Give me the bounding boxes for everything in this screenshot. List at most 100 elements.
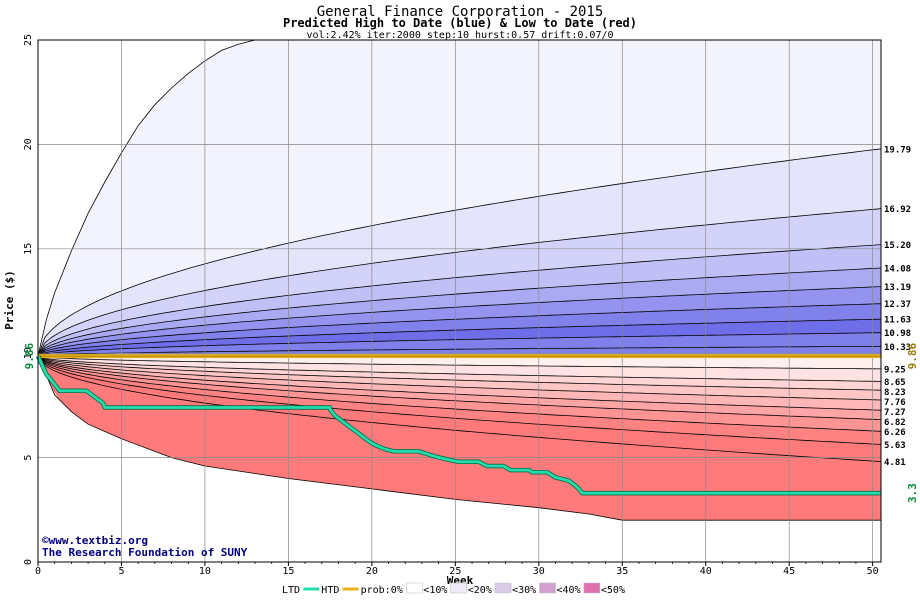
high-percentile-line-2 [37, 244, 882, 357]
ltd-line [36, 355, 881, 495]
x-tick-label-0: 0 [35, 566, 41, 577]
low-percentile-line-2 [37, 355, 882, 391]
low-band-3 [38, 356, 881, 400]
watermark-org: The Research Foundation of SUNY [42, 546, 248, 559]
legend-swatch-3 [406, 582, 423, 594]
legend: LTD HTD prob:0% <10% <20% <30% <40% <50% [282, 582, 625, 596]
outer-low-envelope [37, 355, 881, 521]
high-percentile-line-0 [37, 148, 882, 357]
legend-label-6: <40% [557, 585, 581, 596]
plot-frame [37, 39, 882, 563]
low-end-label-0: 9.25 [884, 365, 906, 375]
legend-label-7: <50% [601, 585, 625, 596]
x-tick-label-50: 50 [867, 566, 879, 577]
x-tick-label-45: 45 [783, 566, 795, 577]
high-percentile-line-3 [37, 267, 882, 357]
high-percentile-line-4 [37, 286, 882, 357]
chart-title: General Finance Corporation - 2015 [317, 4, 604, 20]
low-band-2 [38, 356, 881, 391]
legend-label-0: LTD [282, 585, 300, 596]
y-tick-label-15: 15 [23, 243, 34, 255]
legend-label-3: <10% [423, 585, 447, 596]
chart-subtitle: Predicted High to Date (blue) & Low to D… [283, 16, 637, 30]
high-band-9 [38, 346, 881, 357]
low-band-4 [38, 356, 881, 411]
low-band-9 [38, 356, 881, 521]
low-percentile-line-6 [37, 355, 882, 432]
low-percentile-line-5 [37, 355, 882, 420]
high-percentile-line-6 [37, 318, 882, 357]
high-percentile-line-1 [37, 208, 882, 357]
low-band-7 [38, 356, 881, 445]
chart-params: vol:2.42% iter:2000 step:10 hurst:0.57 d… [306, 30, 613, 41]
high-end-label-5: 12.37 [884, 300, 911, 310]
legend-swatch-7 [583, 582, 601, 594]
high-band-5 [38, 286, 881, 357]
low-end-label-6: 6.26 [884, 428, 906, 438]
y-tick-label-10: 10 [23, 347, 34, 359]
watermark-url: ©www.textbiz.org [42, 534, 148, 547]
low-band-6 [38, 356, 881, 432]
low-percentile-line-7 [37, 355, 882, 445]
high-band-1 [38, 148, 881, 357]
last-low-label: 3.3 [906, 483, 919, 503]
low-percentile-line-0 [37, 355, 882, 370]
y-tick-label-0: 0 [23, 559, 34, 565]
legend-swatch-5 [494, 582, 512, 594]
high-end-label-1: 16.92 [884, 205, 911, 215]
legend-label-1: HTD [321, 585, 339, 596]
low-end-label-2: 8.23 [884, 388, 906, 398]
low-end-label-3: 7.76 [884, 398, 906, 408]
x-tick-label-40: 40 [700, 566, 712, 577]
high-percentile-line-5 [37, 303, 882, 357]
y-tick-label-25: 25 [23, 34, 34, 46]
low-end-label-4: 7.27 [884, 408, 906, 418]
low-band-1 [38, 356, 881, 382]
legend-swatch-6 [539, 582, 556, 594]
x-tick-label-10: 10 [199, 566, 211, 577]
high-end-label-6: 11.63 [884, 316, 911, 326]
outer-high-envelope [37, 39, 289, 357]
high-band-4 [38, 268, 881, 357]
high-end-label-0: 19.79 [884, 145, 911, 155]
legend-label-2: prob:0% [361, 585, 403, 596]
y-tick-label-5: 5 [23, 455, 34, 461]
high-percentile-line-7 [37, 332, 882, 357]
x-tick-label-20: 20 [366, 566, 378, 577]
high-end-label-7: 10.98 [884, 329, 911, 339]
start-price-label: 9.86 [23, 343, 36, 370]
y-axis-label: Price ($) [3, 270, 16, 330]
x-tick-label-15: 15 [282, 566, 294, 577]
high-band-3 [38, 244, 881, 357]
low-end-label-1: 8.65 [884, 378, 906, 388]
x-tick-label-35: 35 [616, 566, 628, 577]
legend-label-4: <20% [468, 585, 492, 596]
x-tick-label-25: 25 [449, 566, 461, 577]
series-lines [35, 354, 881, 496]
low-percentile-line-4 [37, 355, 882, 411]
low-band-0 [38, 356, 881, 369]
high-band-8 [38, 332, 881, 357]
low-end-label-8: 4.81 [884, 458, 906, 468]
low-percentile-line-3 [37, 355, 882, 401]
high-band-7 [38, 319, 881, 357]
probability-bands [37, 39, 882, 521]
low-band-5 [38, 356, 881, 420]
x-tick-label-30: 30 [533, 566, 545, 577]
low-percentile-line-1 [37, 355, 882, 382]
low-percentile-line-8 [37, 355, 882, 462]
high-band-2 [38, 208, 881, 357]
x-tick-label-5: 5 [118, 566, 124, 577]
high-end-label-4: 13.19 [884, 283, 911, 293]
y-tick-label-20: 20 [23, 138, 34, 150]
low-end-label-5: 6.82 [884, 418, 906, 428]
high-end-label-8: 10.33 [884, 343, 911, 353]
low-band-8 [38, 356, 881, 462]
legend-label-5: <30% [512, 585, 536, 596]
current-price-label: 9.86 [906, 343, 919, 370]
low-end-label-7: 5.63 [884, 441, 906, 451]
high-end-label-3: 14.08 [884, 265, 911, 275]
high-end-label-2: 15.20 [884, 241, 911, 251]
high-band-0 [38, 40, 881, 357]
